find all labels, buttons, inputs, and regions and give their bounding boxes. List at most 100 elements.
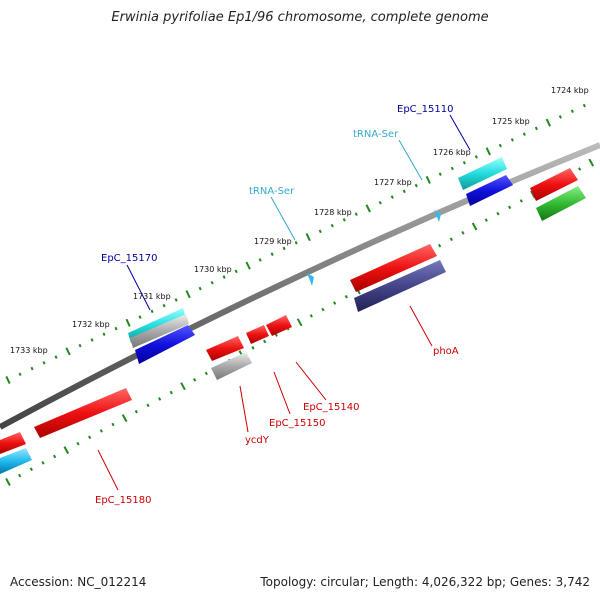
scale-label: 1732 kbp [72,320,110,329]
feature-label[interactable]: EpC_15170 [101,253,157,264]
features-reverse [0,244,446,474]
scale-tick [414,183,418,188]
scale-label: 1729 kbp [254,237,292,246]
feature-label[interactable]: phoA [433,346,459,357]
feature-label[interactable]: tRNA-Ser [249,186,295,197]
scale-tick [425,175,431,184]
features-forward [128,157,586,364]
scale-tick [114,326,118,331]
scale-tick [485,147,491,156]
scale-tick [158,397,162,401]
scale-tick [63,446,70,455]
scale-tick [54,355,58,359]
scale-label: 1726 kbp [433,148,471,157]
scale-tick [484,218,488,222]
tRNA-ser-marker-1[interactable] [307,273,314,286]
scale-tick [318,229,322,234]
scale-tick [258,258,262,262]
scale-tick [438,243,442,248]
scale-tick [402,189,406,194]
scale-tick [519,199,523,203]
scale-tick [5,375,11,385]
gene-feature-phoA-purple[interactable] [354,260,446,312]
scale-tick [29,467,33,471]
scale-tick [169,390,173,395]
feature-label[interactable]: EpC_15150 [269,418,325,429]
scale-tick [111,422,115,427]
scale-label: 1733 kbp [10,346,48,355]
scale-tick [53,454,57,459]
scale-tick [65,347,71,356]
gene-feature-epc15170-gray[interactable] [130,314,189,348]
scale-tick [99,429,103,433]
feature-labels: EpC_15110 tRNA-Ser tRNA-Ser EpC_15170 ph… [95,104,459,506]
scale-tick [438,172,442,176]
scale-tick [588,158,595,167]
gene-feature-epc15150-red[interactable] [246,325,269,344]
gene-feature-epc15110-blue[interactable] [466,175,513,206]
scale-tick [534,126,538,131]
scale-tick [309,314,313,318]
scale-label: 1725 kbp [492,117,530,126]
feature-label[interactable]: ycdY [245,435,270,446]
scale-tick [162,303,166,308]
scale-tick [545,118,551,127]
gene-feature-right-red[interactable] [530,168,578,201]
scale-tick [234,269,238,274]
gene-feature-epc15110-cyan[interactable] [458,157,507,190]
scale-tick [578,167,582,171]
scale-tick [263,339,267,344]
gene-feature-epc15180-red[interactable] [34,388,132,438]
feature-label[interactable]: EpC_15110 [397,104,453,115]
feature-label[interactable]: EpC_15180 [95,495,151,506]
gene-feature-ycdY-red[interactable] [206,336,244,361]
map-title: Erwinia pyrifoliae Ep1/96 chromosome, co… [111,10,489,25]
topology-text: Topology: circular; Length: 4,026,322 bp… [260,575,590,589]
gene-feature-epc15170-blue[interactable] [135,325,195,364]
scale-tick [321,307,325,312]
gene-feature-left-red[interactable] [0,432,26,454]
scale-tick [90,338,94,342]
scale-tick [245,261,251,270]
scale-tick [508,205,512,210]
scale-tick [78,343,82,348]
scale-tick [193,378,197,382]
scale-tick [198,286,202,291]
scale-tick [296,318,303,327]
scale-label: 1724 kbp [551,86,589,95]
label-leaders [97,114,471,491]
scale-tick [88,435,92,440]
scale-tick [474,155,478,159]
scale-tick [210,280,214,285]
gene-feature-epc15140-red[interactable] [266,315,292,336]
scale-tick [450,166,454,171]
scale-tick [354,212,358,216]
scale-tick [294,240,298,245]
scale-tick [150,309,154,314]
gene-feature-phoA-red[interactable] [350,244,437,292]
scale-tick [461,231,465,235]
scale-label: 1727 kbp [374,178,412,187]
scale-tick [558,115,562,119]
scale-tick [344,294,348,299]
feature-label[interactable]: tRNA-Ser [353,129,399,140]
scale-labels: 1724 kbp 1725 kbp 1726 kbp 1727 kbp 1728… [10,86,589,355]
gene-feature-ycdY-gray[interactable] [211,352,252,380]
gene-feature-left-lightblue[interactable] [0,448,32,474]
scale-tick [146,403,150,408]
scale-tick [282,246,286,251]
scale-label: 1730 kbp [194,265,232,274]
feature-label[interactable]: EpC_15140 [303,402,359,413]
scale-tick [5,478,11,486]
scale-tick [471,222,478,231]
scale-label: 1728 kbp [314,208,352,217]
chromosome-backbone [0,142,600,430]
scale-tick [462,160,466,165]
scale-tick [449,237,453,242]
tRNA-ser-marker-2[interactable] [434,210,441,222]
gene-feature-right-green[interactable] [536,186,586,221]
scale-tick [222,275,226,279]
scale-tick [41,461,45,465]
scale-tick [496,211,500,216]
